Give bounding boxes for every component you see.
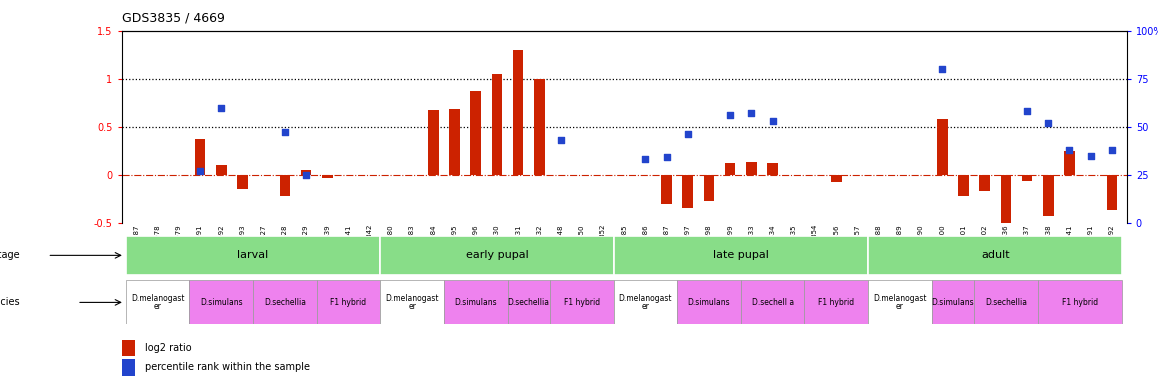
Text: larval: larval bbox=[237, 250, 269, 260]
Point bbox=[1018, 108, 1036, 114]
Text: D.sechellia: D.sechellia bbox=[984, 298, 1027, 307]
Bar bbox=[380, 280, 444, 324]
Bar bbox=[470, 91, 481, 175]
Bar bbox=[122, 359, 135, 376]
Bar bbox=[301, 170, 312, 175]
Text: late pupal: late pupal bbox=[713, 250, 769, 260]
Bar bbox=[126, 280, 190, 324]
Bar bbox=[126, 236, 380, 275]
Bar bbox=[444, 280, 507, 324]
Point bbox=[658, 154, 676, 161]
Bar bbox=[316, 280, 380, 324]
Bar bbox=[746, 162, 756, 175]
Bar bbox=[513, 50, 523, 175]
Bar bbox=[614, 236, 868, 275]
Text: D.sechellia: D.sechellia bbox=[507, 298, 550, 307]
Text: percentile rank within the sample: percentile rank within the sample bbox=[145, 362, 309, 372]
Point bbox=[1082, 152, 1100, 159]
Text: log2 ratio: log2 ratio bbox=[145, 343, 191, 353]
Point bbox=[296, 172, 315, 178]
Bar bbox=[322, 175, 332, 177]
Point bbox=[276, 129, 294, 136]
Text: adult: adult bbox=[981, 250, 1010, 260]
Bar bbox=[237, 175, 248, 189]
Point bbox=[551, 137, 570, 143]
Bar bbox=[677, 280, 741, 324]
Point bbox=[446, 8, 464, 15]
Point bbox=[191, 168, 210, 174]
Bar bbox=[550, 280, 614, 324]
Bar bbox=[958, 175, 969, 196]
Text: early pupal: early pupal bbox=[466, 250, 528, 260]
Text: D.melanogast
er: D.melanogast er bbox=[618, 294, 672, 311]
Text: D.melanogast
er: D.melanogast er bbox=[873, 294, 926, 311]
Bar bbox=[190, 280, 254, 324]
Text: D.simulans: D.simulans bbox=[688, 298, 731, 307]
Point bbox=[679, 131, 697, 137]
Point bbox=[721, 112, 740, 118]
Bar bbox=[1021, 175, 1033, 182]
Bar bbox=[492, 74, 503, 175]
Bar bbox=[1107, 175, 1117, 210]
Bar bbox=[932, 280, 974, 324]
Text: D.sechellia: D.sechellia bbox=[264, 298, 306, 307]
Text: D.simulans: D.simulans bbox=[454, 298, 497, 307]
Bar bbox=[122, 340, 135, 356]
Bar bbox=[534, 79, 544, 175]
Bar bbox=[831, 175, 842, 182]
Bar bbox=[937, 119, 947, 175]
Bar bbox=[428, 111, 439, 175]
Bar bbox=[1038, 280, 1122, 324]
Point bbox=[1061, 147, 1079, 153]
Bar bbox=[974, 280, 1038, 324]
Point bbox=[1039, 120, 1057, 126]
Point bbox=[424, 14, 442, 20]
Text: F1 hybrid: F1 hybrid bbox=[1062, 298, 1098, 307]
Bar bbox=[1001, 175, 1011, 223]
Point bbox=[212, 104, 230, 111]
Point bbox=[742, 110, 761, 116]
Text: species: species bbox=[0, 297, 20, 308]
Bar bbox=[868, 236, 1122, 275]
Point bbox=[933, 66, 952, 72]
Point bbox=[1102, 147, 1121, 153]
Bar bbox=[279, 175, 291, 196]
Bar bbox=[449, 109, 460, 175]
Bar bbox=[704, 175, 714, 200]
Text: development stage: development stage bbox=[0, 250, 20, 260]
Bar bbox=[507, 280, 550, 324]
Bar bbox=[1064, 151, 1075, 175]
Text: F1 hybrid: F1 hybrid bbox=[564, 298, 600, 307]
Text: D.melanogast
er: D.melanogast er bbox=[386, 294, 439, 311]
Bar bbox=[768, 163, 778, 175]
Bar bbox=[195, 139, 205, 175]
Bar bbox=[725, 163, 735, 175]
Text: GDS3835 / 4669: GDS3835 / 4669 bbox=[122, 12, 225, 25]
Bar bbox=[614, 280, 677, 324]
Text: D.simulans: D.simulans bbox=[931, 298, 974, 307]
Bar bbox=[254, 280, 316, 324]
Text: F1 hybrid: F1 hybrid bbox=[819, 298, 855, 307]
Bar bbox=[682, 175, 694, 208]
Bar bbox=[741, 280, 805, 324]
Bar bbox=[980, 175, 990, 191]
Text: F1 hybrid: F1 hybrid bbox=[330, 298, 367, 307]
Bar bbox=[805, 280, 868, 324]
Bar bbox=[661, 175, 672, 204]
Text: D.sechell a: D.sechell a bbox=[752, 298, 793, 307]
Text: D.melanogast
er: D.melanogast er bbox=[131, 294, 184, 311]
Point bbox=[636, 156, 654, 162]
Text: D.simulans: D.simulans bbox=[200, 298, 242, 307]
Point bbox=[763, 118, 782, 124]
Point bbox=[530, 0, 549, 5]
Bar bbox=[380, 236, 614, 275]
Bar bbox=[1043, 175, 1054, 216]
Bar bbox=[868, 280, 932, 324]
Bar bbox=[215, 165, 227, 175]
